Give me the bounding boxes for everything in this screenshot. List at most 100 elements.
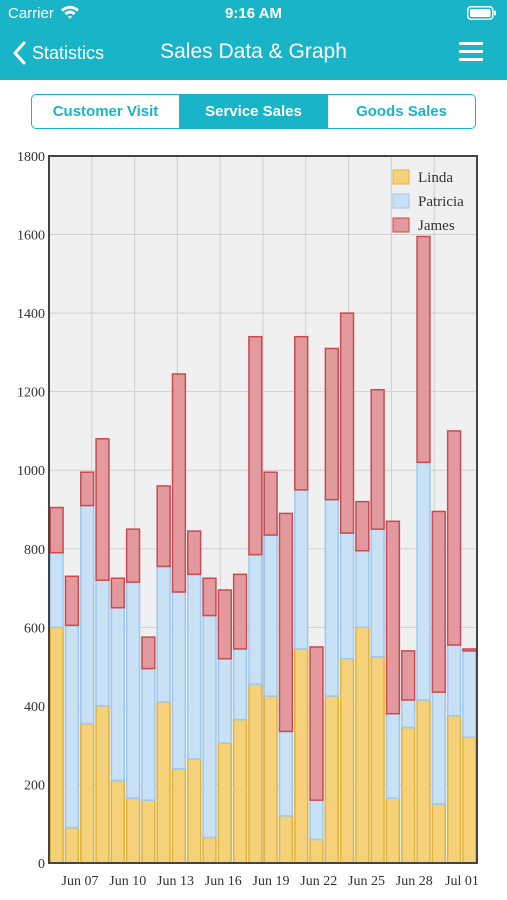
bar-patricia [156, 565, 171, 703]
bar-patricia [95, 579, 110, 707]
y-tick-label: 1200 [17, 386, 45, 401]
bar-linda [156, 701, 171, 864]
bar-james [217, 589, 232, 660]
bar-linda [309, 838, 324, 864]
hamburger-menu-icon[interactable] [459, 42, 483, 62]
bar-patricia [110, 606, 125, 782]
bar-linda [110, 779, 125, 864]
x-tick-label: Jun 10 [109, 874, 146, 889]
legend-swatch-james [392, 217, 410, 233]
bar-james [462, 648, 477, 652]
bar-linda [217, 742, 232, 864]
bar-patricia [339, 532, 355, 660]
plot-frame [48, 155, 478, 864]
x-tick-label: Jun 28 [396, 874, 433, 889]
bar-james [416, 235, 431, 464]
bar-james [385, 520, 401, 715]
y-tick-label: 1400 [17, 307, 45, 322]
bar-patricia [278, 730, 294, 817]
legend-label-linda: Linda [418, 170, 453, 186]
bar-james [232, 573, 248, 650]
bar-patricia [171, 591, 187, 770]
bar-linda [202, 836, 217, 864]
bar-patricia [309, 799, 324, 841]
y-tick-label: 200 [24, 778, 45, 793]
bar-patricia [217, 658, 232, 744]
bar-linda [232, 718, 248, 864]
chevron-left-icon [13, 41, 26, 65]
x-tick-label: Jul 01 [445, 874, 479, 889]
back-button-label: Statistics [32, 42, 105, 63]
y-tick-label: 0 [38, 857, 45, 872]
bar-linda [49, 626, 64, 864]
bar-james [125, 528, 141, 583]
bar-linda [385, 797, 401, 864]
legend-swatch-linda [392, 169, 410, 185]
bar-patricia [125, 581, 141, 799]
bar-patricia [324, 498, 339, 697]
navigation-bar: Statistics Sales Data & Graph [0, 28, 507, 80]
y-tick-label: 800 [24, 543, 45, 558]
bar-patricia [462, 650, 477, 739]
segmented-control: Customer Visit Service Sales Goods Sales [31, 94, 476, 129]
bar-patricia [385, 712, 401, 799]
bar-linda [125, 797, 141, 864]
bar-patricia [401, 699, 416, 729]
bar-linda [95, 705, 110, 864]
y-tick-label: 1600 [17, 229, 45, 244]
x-tick-label: Jun 16 [205, 874, 242, 889]
bar-james [431, 510, 446, 693]
bar-james [64, 575, 80, 627]
bar-linda [248, 683, 263, 864]
y-tick-label: 400 [24, 700, 45, 715]
bar-james [339, 312, 355, 534]
bar-linda [401, 726, 416, 864]
sales-bar-chart: 0 200 400 600 800 1000 1200 1400 1600 1800 Jun 07 J… [17, 150, 479, 889]
bar-linda [263, 695, 278, 864]
tab-customer-visit[interactable]: Customer Visit [52, 103, 159, 120]
bar-patricia [187, 573, 202, 760]
bar-linda [80, 722, 95, 864]
bar-linda [355, 626, 370, 864]
bar-linda [294, 648, 309, 864]
bar-patricia [431, 691, 446, 805]
bar-james [187, 530, 202, 576]
bar-james [80, 471, 95, 507]
bar-linda [462, 736, 477, 864]
status-bar: Carrier 9:16 AM [0, 0, 507, 28]
bar-james [49, 506, 64, 554]
bar-patricia [202, 614, 217, 839]
x-tick-label: Jun 13 [157, 874, 194, 889]
tab-goods-sales[interactable]: Goods Sales [327, 95, 475, 128]
bar-james [141, 636, 156, 670]
legend-label-patricia: Patricia [418, 194, 464, 210]
bar-linda [416, 699, 431, 864]
bar-james [401, 650, 416, 701]
bar-linda [64, 826, 80, 864]
bar-james [171, 373, 187, 593]
bar-james [309, 646, 324, 801]
bar-patricia [248, 553, 263, 686]
bar-patricia [370, 528, 385, 658]
y-tick-label: 1800 [17, 150, 45, 165]
bar-linda [431, 803, 446, 864]
bar-james [355, 500, 370, 552]
tab-service-sales[interactable]: Service Sales [179, 95, 327, 128]
bar-patricia [232, 648, 248, 721]
carrier-label: Carrier [8, 5, 54, 22]
bar-linda [187, 758, 202, 864]
back-button[interactable]: Statistics [12, 38, 104, 68]
bar-james [202, 577, 217, 617]
bar-linda [278, 815, 294, 864]
bar-patricia [141, 667, 156, 801]
bar-james [263, 471, 278, 536]
bar-james [294, 335, 309, 491]
legend-label-james: James [418, 218, 455, 234]
bar-patricia [64, 624, 80, 829]
x-tick-label: Jun 07 [62, 874, 99, 889]
bar-james [324, 347, 339, 501]
legend-swatch-patricia [392, 193, 410, 209]
bar-linda [446, 714, 462, 864]
bar-james [156, 485, 171, 568]
x-tick-label: Jun 25 [348, 874, 385, 889]
